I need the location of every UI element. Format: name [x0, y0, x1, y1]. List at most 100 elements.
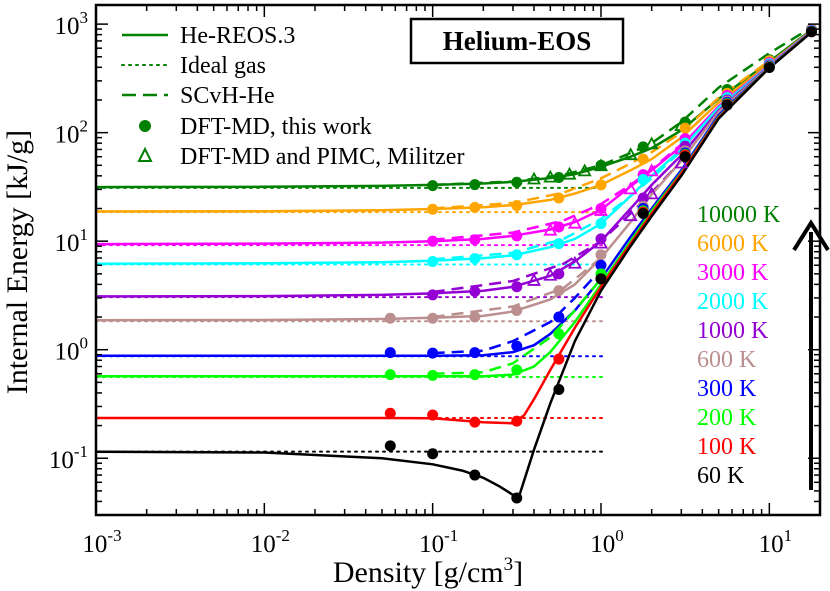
temperature-label: 100 K [697, 434, 757, 460]
legend-label: SCvH-He [180, 83, 275, 109]
militzer-point [593, 203, 609, 216]
dft-point [595, 259, 607, 271]
legend: He-REOS.3 Ideal gas SCvH-He DFT-MD, this wo… [121, 23, 464, 170]
axis-ticks: 10-3 10-2 10-1 100 101 10-1 100 101 102 103 [49, 5, 821, 558]
dft-point [637, 192, 649, 204]
legend-label: DFT-MD and PIMC, Militzer [180, 144, 464, 170]
dft-point [469, 234, 481, 246]
dft-point [384, 440, 396, 452]
dft-point [469, 416, 481, 428]
legend-swatch-circle [139, 120, 151, 132]
dft-point [427, 347, 439, 359]
dft-point [469, 285, 481, 297]
militzer-point [593, 158, 609, 172]
dft-point [469, 253, 481, 265]
militzer-point [543, 267, 558, 281]
legend-label: Ideal gas [180, 53, 266, 79]
militzer-point [543, 222, 558, 236]
curve-layer [95, 25, 814, 497]
dft-point [553, 383, 565, 395]
militzer-point [526, 273, 542, 286]
temperature-label: 10000 K [697, 202, 781, 228]
dft-point [427, 312, 439, 324]
dft-point [384, 312, 396, 324]
y-tick-label: 10-1 [49, 442, 88, 474]
militzer-point [644, 136, 659, 150]
dft-point [553, 221, 565, 233]
dft-point [511, 281, 523, 293]
dft-point [511, 176, 523, 188]
dft-point [595, 179, 607, 191]
dft-point [469, 179, 481, 191]
dft-point [427, 369, 439, 381]
militzer-point [623, 181, 638, 195]
dft-point [427, 255, 439, 267]
militzer-point [623, 147, 638, 161]
militzer-point [562, 166, 577, 180]
plot-frame [94, 3, 822, 517]
temperature-label: 200 K [697, 405, 757, 431]
scvh-line [432, 59, 771, 210]
reos-line [95, 29, 814, 298]
dft-point [679, 151, 691, 163]
dft-point [427, 448, 439, 460]
reos-line [95, 29, 814, 246]
x-tick-label: 10-3 [82, 526, 121, 558]
reos-line [95, 29, 814, 265]
militzer-point [623, 208, 638, 222]
y-axis-label: Internal Energy [kJ/g] [1, 130, 34, 394]
dft-point [469, 369, 481, 381]
militzer-point [593, 235, 609, 249]
reos-line [95, 28, 814, 189]
reos-line [95, 29, 814, 322]
dft-point [595, 218, 607, 230]
dft-point [763, 62, 775, 74]
dft-point [637, 141, 649, 153]
dft-point [427, 203, 439, 215]
dft-point [553, 328, 565, 340]
militzer-point [644, 163, 659, 177]
dft-point [553, 285, 565, 297]
reos-line [95, 30, 814, 497]
y-tick-label: 102 [55, 117, 89, 149]
title-frame [409, 17, 625, 65]
dft-point [511, 415, 523, 427]
temperature-label: 60 K [697, 463, 745, 489]
x-tick-label: 10-2 [251, 526, 290, 558]
y-tick-label: 103 [55, 8, 89, 40]
dft-point [595, 273, 607, 285]
legend-label: He-REOS.3 [180, 23, 295, 49]
scvh-line [432, 257, 602, 319]
chart-title-box: Helium-EOS [409, 17, 625, 65]
dft-point [511, 364, 523, 376]
dft-point [469, 201, 481, 213]
dft-point [511, 304, 523, 316]
dft-point [511, 200, 523, 212]
dft-point [679, 122, 691, 134]
x-tick-label: 10-1 [419, 526, 458, 558]
dft-point [721, 99, 733, 111]
x-tick-label: 100 [590, 526, 624, 558]
x-tick-label: 101 [759, 526, 793, 558]
militzer-point [526, 171, 542, 185]
x-axis-label: Density [g/cm3] [333, 554, 523, 589]
y-tick-label: 100 [55, 334, 89, 366]
dft-point [595, 249, 607, 261]
dft-point [427, 180, 439, 192]
dft-point [637, 207, 649, 219]
temperature-label: 600 K [697, 347, 757, 373]
militzer-point [674, 155, 689, 169]
dft-point [469, 469, 481, 481]
militzer-point [567, 255, 582, 269]
militzer-point [577, 163, 592, 177]
militzer-point [644, 186, 659, 200]
temperature-labels: 10000 K 6000 K 3000 K 2000 K 1000 K 600 K 300 … [697, 202, 781, 489]
dft-point [511, 492, 523, 504]
temperature-label: 1000 K [697, 318, 769, 344]
dft-point [553, 353, 565, 365]
dft-point [469, 311, 481, 323]
legend-swatch-triangle [137, 146, 153, 162]
up-arrow [792, 219, 830, 490]
temperature-label: 2000 K [697, 289, 769, 315]
